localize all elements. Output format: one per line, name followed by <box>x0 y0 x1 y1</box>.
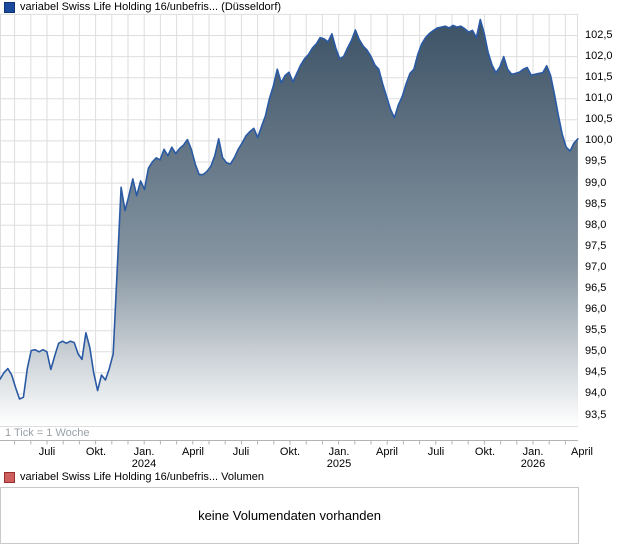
volume-series-swatch-icon <box>4 471 15 483</box>
volume-empty-message: keine Volumendaten vorhanden <box>198 508 381 523</box>
y-axis-label: 94,5 <box>585 366 607 378</box>
price-series-label: variabel Swiss Life Holding 16/unbefris.… <box>20 1 282 13</box>
y-axis-label: 94,0 <box>585 387 607 399</box>
x-axis-year-label: 2026 <box>520 458 546 470</box>
y-axis-label: 100,5 <box>585 113 613 125</box>
y-axis-label: 99,0 <box>585 177 607 189</box>
y-axis-label: 100,0 <box>585 134 613 146</box>
x-axis-label: Juli <box>232 446 250 458</box>
y-axis-label: 101,0 <box>585 92 613 104</box>
axis-strip <box>0 426 578 441</box>
y-axis-label: 93,5 <box>585 409 607 421</box>
y-axis-label: 95,0 <box>585 345 607 357</box>
price-chart-plot <box>0 13 579 445</box>
x-axis-label: April <box>375 446 398 458</box>
volume-series-legend: variabel Swiss Life Holding 16/unbefris.… <box>4 471 264 483</box>
x-axis-label: Jan. <box>522 446 544 458</box>
y-axis-label: 102,0 <box>585 50 613 62</box>
x-axis-label: Okt. <box>279 446 301 458</box>
price-area-fill <box>0 19 578 426</box>
price-series-legend: variabel Swiss Life Holding 16/unbefris.… <box>4 1 281 13</box>
volume-series-label: variabel Swiss Life Holding 16/unbefris.… <box>20 471 264 483</box>
y-axis-label: 97,0 <box>585 261 607 273</box>
x-axis-year-label: 2024 <box>131 458 157 470</box>
x-axis-label: Jan. <box>133 446 155 458</box>
y-axis-label: 98,0 <box>585 219 607 231</box>
x-axis-label: Okt. <box>474 446 496 458</box>
x-axis-label: Juli <box>38 446 56 458</box>
x-axis-label: Okt. <box>85 446 107 458</box>
y-axis-label: 96,5 <box>585 282 607 294</box>
x-axis-year-label: 2025 <box>326 458 352 470</box>
y-axis-label: 96,0 <box>585 303 607 315</box>
x-axis-label: Juli <box>427 446 445 458</box>
price-series-swatch-icon <box>4 1 15 13</box>
y-axis-label: 98,5 <box>585 198 607 210</box>
volume-panel: keine Volumendaten vorhanden <box>0 487 579 544</box>
x-axis-label: April <box>570 446 593 458</box>
y-axis-label: 101,5 <box>585 71 613 83</box>
x-axis-label: Jan. <box>328 446 350 458</box>
y-axis-label: 97,5 <box>585 240 607 252</box>
price-line <box>0 18 579 400</box>
y-axis-label: 95,5 <box>585 324 607 336</box>
x-axis-label: April <box>181 446 204 458</box>
tick-interval-note: 1 Tick = 1 Woche <box>5 427 90 439</box>
y-axis-label: 99,5 <box>585 155 607 167</box>
y-axis-label: 102,5 <box>585 29 613 41</box>
